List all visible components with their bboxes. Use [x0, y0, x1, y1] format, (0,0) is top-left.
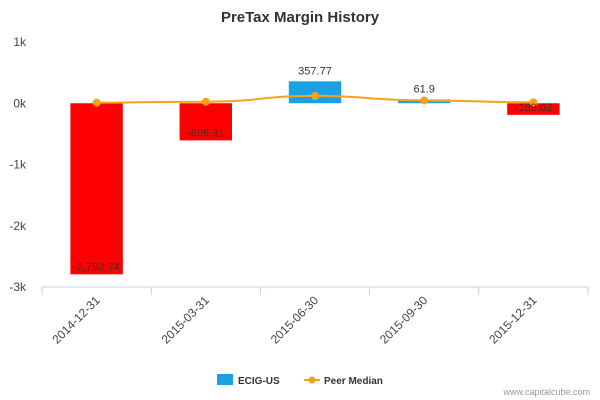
legend-swatch-ecig — [217, 374, 233, 385]
bar[interactable] — [507, 103, 560, 115]
legend-label-ecig: ECIG-US — [238, 376, 280, 387]
bar[interactable] — [70, 103, 123, 275]
legend[interactable]: ECIG-US Peer Median — [217, 374, 383, 387]
peer-median-point[interactable] — [92, 98, 101, 107]
peer-median-line — [92, 91, 538, 107]
y-tick-label: -2k — [9, 219, 27, 233]
y-tick-label: -1k — [9, 158, 27, 172]
y-tick-label: 0k — [13, 96, 27, 110]
x-tick-label: 2015-06-30 — [268, 293, 322, 347]
legend-marker-peer — [308, 376, 316, 384]
y-axis: 1k 0k -1k -2k -3k — [9, 35, 27, 294]
peer-median-point[interactable] — [311, 91, 319, 100]
x-tick-label: 2014-12-31 — [49, 293, 103, 347]
bar-data-label: 357.77 — [298, 65, 332, 77]
credit-text: www.capitalcube.com — [502, 387, 590, 397]
x-tick-label: 2015-12-31 — [486, 293, 540, 347]
peer-median-point[interactable] — [529, 98, 538, 107]
data-labels: -2,792.74 -606.31 357.77 61.9 -189.02 — [73, 65, 552, 273]
peer-median-point[interactable] — [201, 97, 210, 106]
y-tick-label: 1k — [13, 35, 27, 49]
x-tick-label: 2015-03-31 — [159, 293, 213, 347]
bar-data-label: -2,792.74 — [73, 261, 119, 273]
bar-data-label: 61.9 — [413, 83, 434, 95]
legend-label-peer: Peer Median — [324, 376, 383, 387]
bar-data-label: -189.02 — [515, 102, 552, 114]
bar-data-label: -606.31 — [187, 127, 224, 139]
bar[interactable] — [179, 103, 233, 141]
peer-median-point[interactable] — [420, 96, 429, 105]
y-tick-label: -3k — [9, 280, 27, 294]
x-tick-label: 2015-09-30 — [377, 293, 431, 347]
bars — [70, 81, 560, 275]
chart-title: PreTax Margin History — [221, 9, 380, 26]
x-axis: 2014-12-31 2015-03-31 2015-06-30 2015-09-30… — [41, 286, 589, 347]
